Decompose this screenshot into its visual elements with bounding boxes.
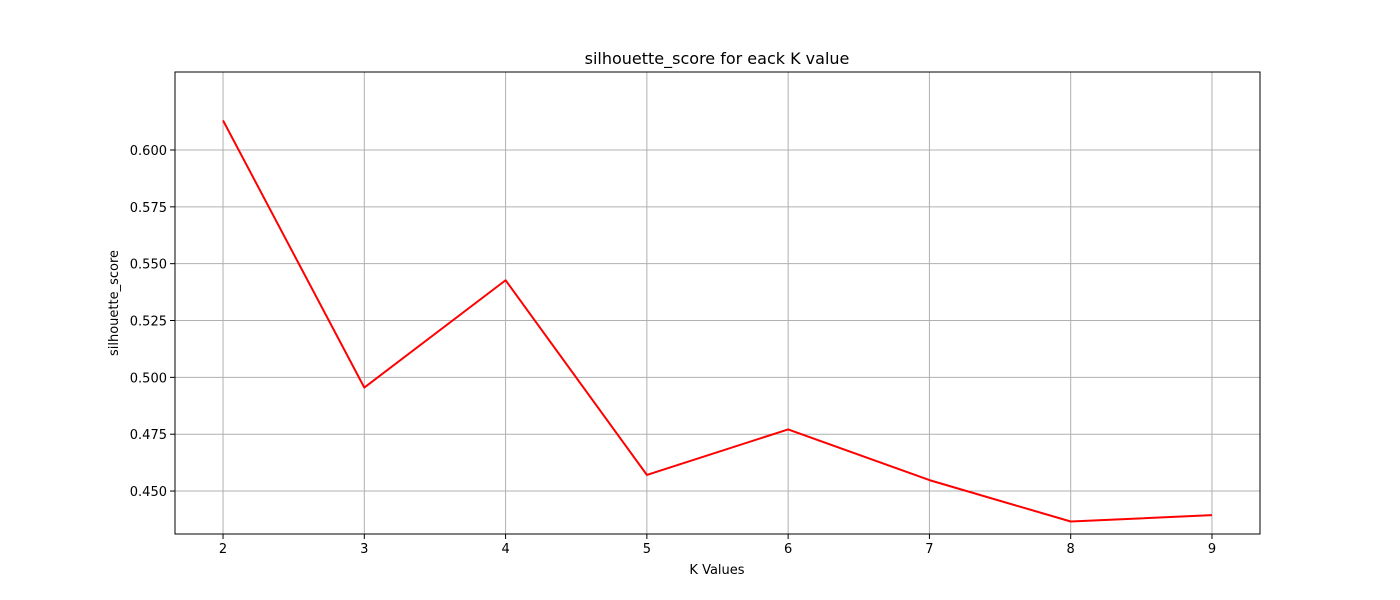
y-tick-label: 0.500 bbox=[130, 371, 167, 386]
x-tick-label: 5 bbox=[643, 542, 651, 557]
y-axis-title: silhouette_score bbox=[107, 250, 122, 356]
chart-title: silhouette_score for eack K value bbox=[585, 49, 850, 69]
x-tick-label: 8 bbox=[1067, 542, 1075, 557]
x-tick-label: 9 bbox=[1208, 542, 1216, 557]
x-tick-label: 2 bbox=[219, 542, 227, 557]
x-axis-title: K Values bbox=[689, 563, 744, 578]
ticks: 2 3 4 5 6 7 8 9 0.450 0.475 0.500 0.525 0.550 0.575 0.… bbox=[130, 144, 1216, 557]
y-tick-label: 0.475 bbox=[130, 428, 167, 443]
x-tick-label: 6 bbox=[784, 542, 792, 557]
y-tick-label: 0.550 bbox=[130, 258, 167, 273]
x-tick-label: 3 bbox=[360, 542, 368, 557]
y-tick-label: 0.575 bbox=[130, 201, 167, 216]
x-tick-label: 4 bbox=[501, 542, 509, 557]
grid bbox=[175, 72, 1260, 534]
x-tick-label: 7 bbox=[925, 542, 933, 557]
series-layer bbox=[222, 119, 1213, 523]
y-tick-label: 0.525 bbox=[130, 315, 167, 330]
series-line bbox=[222, 119, 1213, 523]
y-tick-label: 0.600 bbox=[130, 144, 167, 159]
plot-frame bbox=[174, 71, 1261, 535]
y-tick-label: 0.450 bbox=[130, 485, 167, 500]
